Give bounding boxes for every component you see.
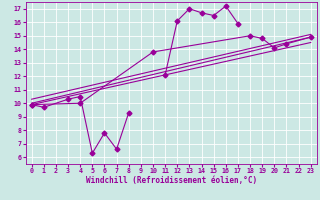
- X-axis label: Windchill (Refroidissement éolien,°C): Windchill (Refroidissement éolien,°C): [86, 176, 257, 185]
